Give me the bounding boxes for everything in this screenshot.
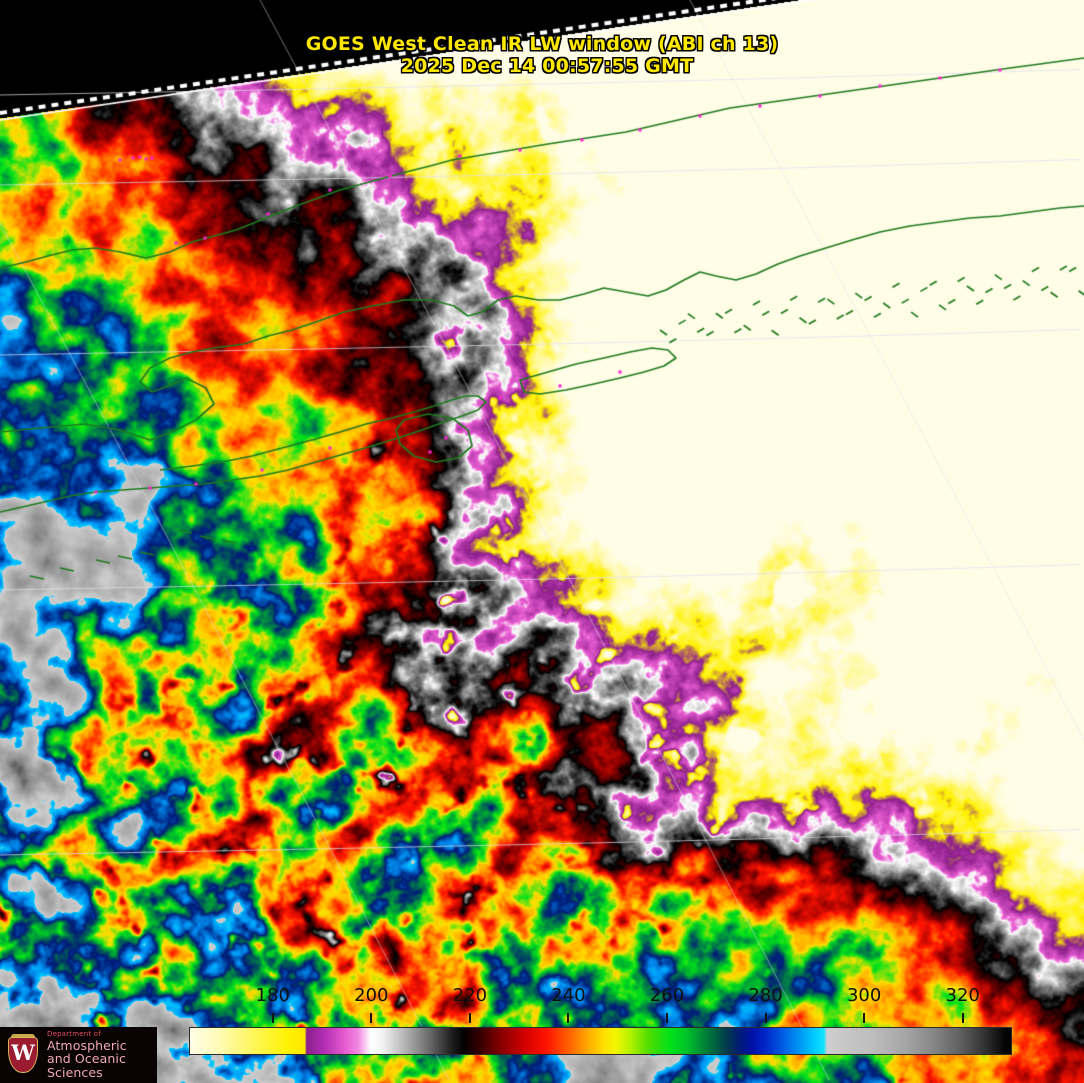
colorbar-tick-280 xyxy=(764,1013,767,1023)
crest-shield xyxy=(8,1037,38,1073)
colorbar-label-220: 220 xyxy=(452,985,488,1006)
colorbar-label-200: 200 xyxy=(354,985,389,1006)
colorbar-label-240: 240 xyxy=(551,985,586,1006)
colorbar-tick-220 xyxy=(468,1013,471,1023)
colorbar-label-280: 280 xyxy=(748,985,783,1006)
logo-text: Department of Atmospheric and Oceanic Sc… xyxy=(47,1029,157,1080)
logo-dept-line: Department of xyxy=(47,1029,101,1038)
colorbar-tick-240 xyxy=(567,1013,570,1023)
colorbar-label-300: 300 xyxy=(846,985,882,1006)
colorbar-label-320: 320 xyxy=(945,985,980,1006)
colorbar: 180 200 220 240 260 280 300 320 xyxy=(0,985,1084,1083)
uw-crest-icon: W xyxy=(6,1034,40,1076)
crest-letter: W xyxy=(11,1040,35,1065)
logo-name-line1: Atmospheric xyxy=(47,1037,127,1053)
colorbar-tick-260 xyxy=(666,1013,669,1023)
colorbar-tick-200 xyxy=(370,1013,373,1023)
colorbar-tick-300 xyxy=(863,1013,866,1023)
colorbar-gradient xyxy=(189,1027,1012,1055)
colorbar-label-180: 180 xyxy=(255,985,290,1006)
uw-aos-logo: W Department of Atmospheric and Oceanic … xyxy=(0,1027,157,1083)
logo-name-line2: and Oceanic Sciences xyxy=(47,1051,126,1080)
colorbar-tick-180 xyxy=(271,1013,274,1023)
colorbar-tick-marks xyxy=(0,1013,1084,1023)
colorbar-label-260: 260 xyxy=(649,985,685,1006)
colorbar-tick-320 xyxy=(961,1013,964,1023)
colorbar-tick-labels: 180 200 220 240 260 280 300 320 xyxy=(0,985,1084,1017)
